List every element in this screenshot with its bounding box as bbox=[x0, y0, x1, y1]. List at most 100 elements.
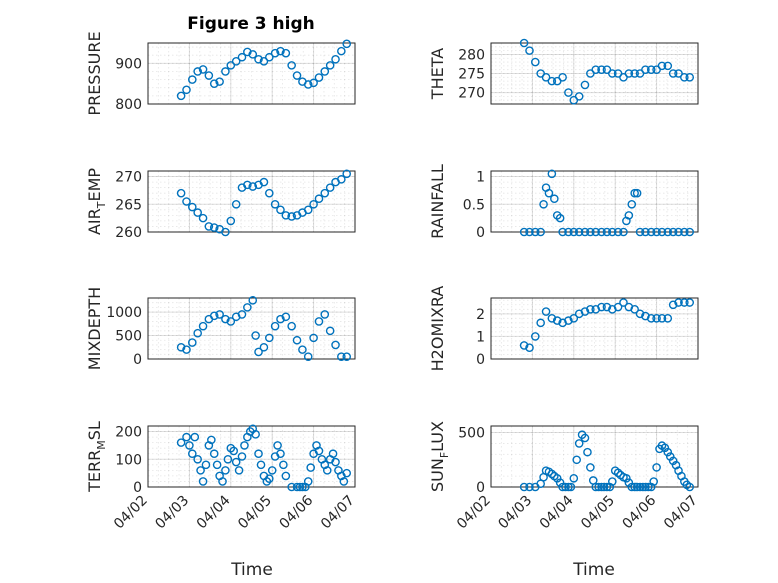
data-point bbox=[525, 343, 534, 353]
data-point bbox=[182, 345, 191, 354]
data-point bbox=[306, 463, 316, 472]
data-point bbox=[680, 227, 689, 237]
data-point bbox=[541, 307, 551, 316]
data-point bbox=[251, 430, 260, 439]
y-tick-label: 0.5 bbox=[463, 197, 485, 213]
data-point bbox=[182, 432, 191, 442]
x-tick-label: 04/03 bbox=[152, 493, 192, 533]
data-point bbox=[226, 317, 236, 326]
data-point bbox=[248, 50, 258, 59]
x-axis-label-right: Time bbox=[572, 560, 615, 580]
subplot-1: 800 900 PRESSURE bbox=[85, 31, 356, 116]
y-tick-label: 0 bbox=[476, 352, 485, 368]
data-point bbox=[644, 482, 653, 492]
data-point bbox=[574, 439, 584, 448]
data-point bbox=[187, 202, 197, 212]
data-point bbox=[541, 73, 551, 82]
data-point bbox=[231, 199, 241, 209]
x-tick-label: 04/02 bbox=[454, 493, 494, 533]
data-point bbox=[292, 71, 302, 80]
subplot-7: 0 100 200 04/02 04/03 04/04 04/05 04/06 04/07 TER… bbox=[85, 421, 358, 532]
data-point bbox=[591, 227, 601, 237]
y-tick-label: 100 bbox=[115, 452, 142, 468]
data-point bbox=[279, 460, 288, 470]
data-point bbox=[298, 345, 307, 354]
data-point bbox=[619, 227, 628, 237]
data-point bbox=[597, 227, 606, 237]
data-point bbox=[580, 80, 590, 90]
data-point bbox=[215, 77, 224, 86]
data-point bbox=[613, 227, 623, 237]
data-point bbox=[608, 69, 617, 78]
data-point bbox=[325, 183, 335, 192]
data-point bbox=[265, 333, 274, 343]
y-axis-label: SUNFLUX bbox=[428, 421, 451, 492]
data-point bbox=[624, 69, 634, 78]
data-point bbox=[276, 46, 285, 56]
data-point bbox=[273, 441, 282, 450]
data-point bbox=[276, 449, 285, 459]
data-point bbox=[525, 482, 534, 492]
data-point bbox=[342, 468, 352, 478]
data-point bbox=[218, 477, 227, 486]
data-point bbox=[663, 447, 673, 457]
data-point bbox=[314, 317, 324, 326]
data-point bbox=[342, 39, 352, 49]
data-point bbox=[558, 482, 567, 492]
data-point bbox=[635, 309, 645, 319]
data-point bbox=[574, 92, 584, 101]
data-point bbox=[674, 69, 683, 78]
data-point bbox=[234, 466, 244, 475]
data-point bbox=[530, 227, 540, 237]
data-point bbox=[342, 169, 352, 179]
data-point bbox=[229, 446, 238, 456]
data-point bbox=[281, 471, 291, 481]
data-point bbox=[193, 454, 202, 464]
data-point bbox=[287, 212, 296, 221]
data-point bbox=[287, 61, 296, 70]
data-point bbox=[550, 194, 559, 204]
data-point bbox=[270, 199, 280, 209]
data-point bbox=[256, 460, 266, 470]
data-point bbox=[276, 205, 285, 215]
data-point bbox=[215, 310, 224, 319]
y-tick-label: 200 bbox=[115, 425, 142, 441]
data-point bbox=[281, 211, 291, 220]
data-point bbox=[325, 61, 335, 70]
data-point bbox=[663, 314, 673, 323]
data-point bbox=[209, 223, 219, 232]
data-point bbox=[566, 482, 576, 492]
data-point bbox=[519, 38, 529, 48]
data-point bbox=[680, 298, 689, 307]
data-point bbox=[209, 449, 219, 459]
data-point bbox=[547, 76, 557, 86]
data-point bbox=[287, 482, 296, 492]
data-point bbox=[331, 340, 340, 350]
data-point bbox=[209, 311, 219, 321]
data-point bbox=[569, 227, 579, 237]
y-tick-label: 270 bbox=[115, 170, 142, 186]
data-point bbox=[303, 80, 313, 89]
data-point bbox=[303, 477, 313, 486]
x-tick-label: 04/02 bbox=[111, 493, 151, 533]
plot-area bbox=[147, 42, 356, 105]
data-point bbox=[641, 227, 650, 237]
data-point bbox=[309, 78, 318, 88]
data-point bbox=[602, 227, 612, 237]
data-point bbox=[243, 303, 252, 312]
y-tick-label: 270 bbox=[458, 86, 485, 102]
data-point bbox=[240, 441, 249, 450]
y-axis-label-rest: LUX bbox=[428, 421, 447, 452]
y-tick-label: 500 bbox=[458, 426, 485, 442]
data-point bbox=[580, 433, 590, 443]
y-tick-label: 800 bbox=[115, 97, 142, 113]
data-point bbox=[591, 65, 601, 74]
data-point bbox=[561, 482, 570, 492]
data-point bbox=[337, 175, 346, 184]
plot-area bbox=[490, 42, 699, 105]
subplot-2: 270 275 280 THETA bbox=[428, 38, 699, 105]
data-point bbox=[555, 478, 565, 487]
data-point bbox=[231, 457, 241, 467]
data-point bbox=[207, 435, 216, 445]
subplot-4: 0 0.5 1 RAINFALL bbox=[428, 164, 699, 241]
